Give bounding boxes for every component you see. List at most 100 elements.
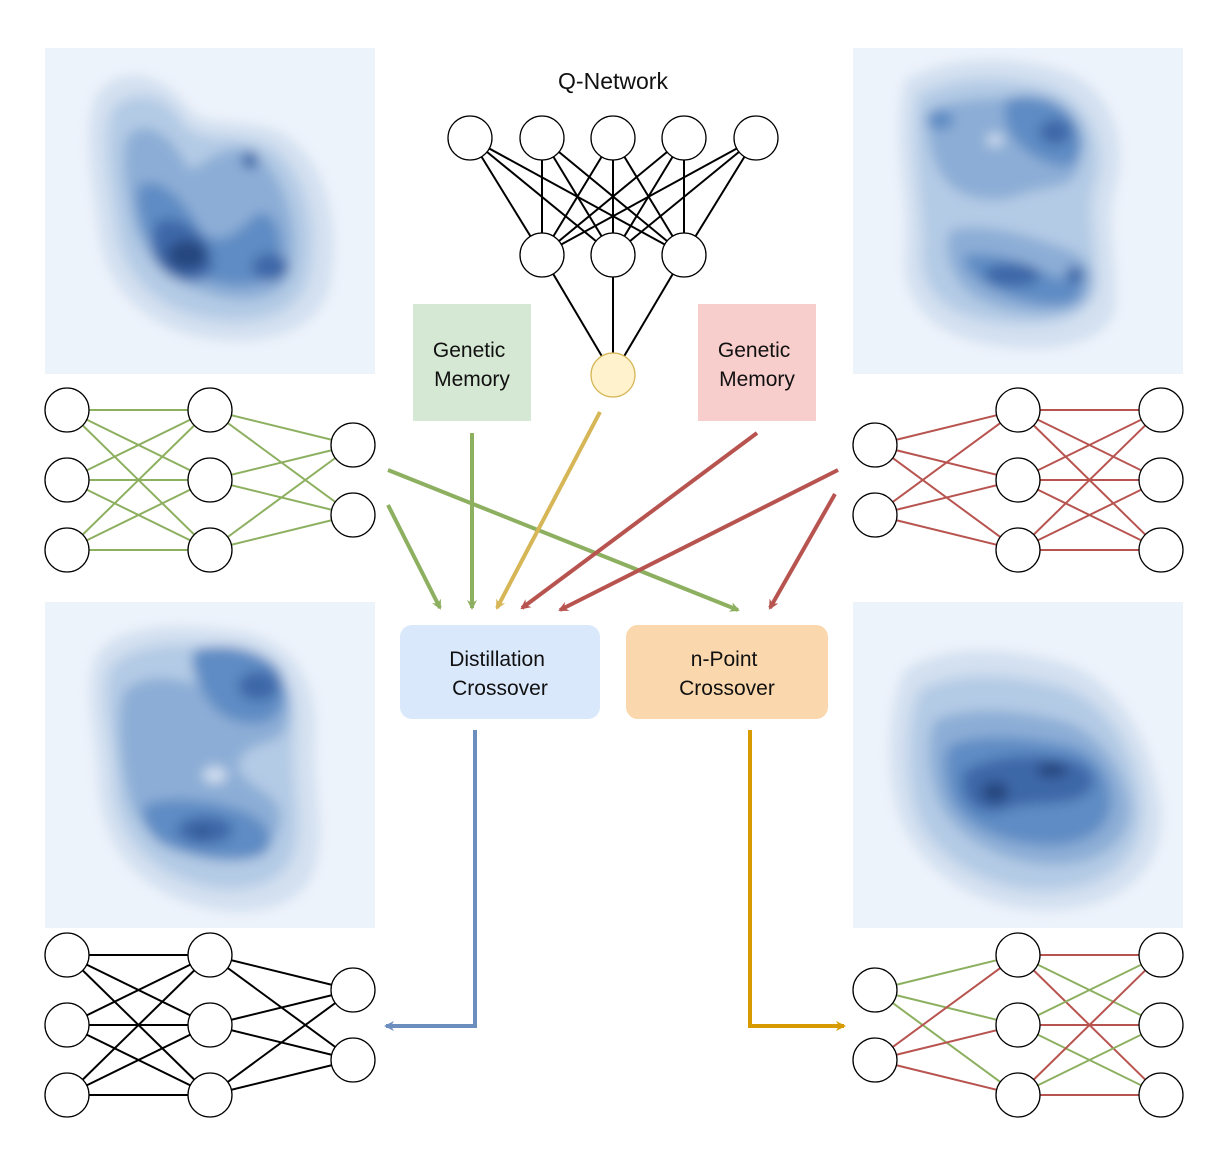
network-edge <box>66 479 211 551</box>
network-edge <box>209 444 354 551</box>
density-plot-bottom-right <box>853 602 1183 928</box>
network-edge <box>66 409 211 551</box>
arrow-genetic-right-to-distillation <box>520 431 759 610</box>
density-plot-bottom-left <box>45 602 375 928</box>
arrow-red-net-to-npoint <box>768 493 837 610</box>
network-edge <box>874 514 1019 551</box>
q-network-node <box>661 115 707 161</box>
network-edge <box>1017 1024 1162 1096</box>
network-edge <box>66 409 211 481</box>
n-point-child-network-node <box>1138 932 1184 978</box>
q-network-node <box>733 115 779 161</box>
red-parent-network-node <box>852 422 898 468</box>
q-network-title: Q-Network <box>558 68 668 94</box>
network-edge <box>209 954 354 991</box>
green-parent-network-node <box>187 457 233 503</box>
red-parent-network-node <box>995 527 1041 573</box>
n-point-child-network-node <box>1138 1002 1184 1048</box>
arrow-npoint-to-child <box>748 730 846 1031</box>
q-network-node <box>590 115 636 161</box>
q-network-node <box>447 115 493 161</box>
arrow-green-net-to-npoint <box>387 468 740 612</box>
network-nodes <box>44 115 1184 1118</box>
arrow-green-net-to-distillation <box>386 504 442 610</box>
density-plot-top-left <box>45 48 375 374</box>
green-parent-network-node <box>187 527 233 573</box>
n-point-child-network-node <box>852 967 898 1013</box>
n-point-crossover-label: n-Point Crossover <box>679 648 775 700</box>
network-edge <box>874 479 1019 516</box>
arrow-qnet-to-distillation <box>495 411 602 610</box>
genetic-memory-left-box: Genetic Memory <box>413 304 531 421</box>
distilled-child-network-node <box>44 1072 90 1118</box>
green-parent-network-node <box>44 457 90 503</box>
green-parent-network-node <box>44 527 90 573</box>
arrows <box>384 411 846 1031</box>
red-parent-network-node <box>1138 387 1184 433</box>
network-edge <box>683 137 757 256</box>
n-point-child-network-node <box>995 1002 1041 1048</box>
n-point-child-network-node <box>1138 1072 1184 1118</box>
green-parent-network-node <box>44 387 90 433</box>
network-edge <box>612 254 685 376</box>
genetic-memory-right-label: Genetic Memory <box>718 339 796 391</box>
distilled-child-network-node <box>187 1002 233 1048</box>
network-edge <box>469 137 543 256</box>
q-network-node <box>590 232 636 278</box>
network-edge <box>541 137 757 256</box>
network-edge <box>66 1024 211 1096</box>
network-edge <box>209 989 354 1096</box>
q-network-node <box>519 115 565 161</box>
distilled-child-network-node <box>187 932 233 978</box>
network-edge <box>874 1059 1019 1096</box>
q-network-output-node <box>590 352 636 398</box>
distillation-crossover-label: Distillation Crossover <box>449 648 551 700</box>
n-point-child-network-node <box>995 932 1041 978</box>
network-edge <box>1017 409 1162 551</box>
distilled-child-network-node <box>187 1072 233 1118</box>
green-parent-network-node <box>330 492 376 538</box>
network-edge <box>1017 954 1162 1096</box>
arrow-red-net-to-distillation <box>558 468 839 612</box>
q-network-node <box>519 232 565 278</box>
network-edge <box>874 954 1019 1061</box>
network-edge <box>874 954 1019 991</box>
network-edge <box>541 137 685 256</box>
n-point-child-network-node <box>852 1037 898 1083</box>
network-edges <box>66 137 1162 1096</box>
network-edge <box>541 254 614 376</box>
red-parent-network-node <box>852 492 898 538</box>
network-edge <box>541 137 614 256</box>
red-parent-network-node <box>1138 457 1184 503</box>
network-edge <box>66 954 211 1026</box>
network-edge <box>874 409 1019 516</box>
distillation-crossover-box: Distillation Crossover <box>400 625 600 719</box>
green-parent-network-node <box>330 422 376 468</box>
network-edge <box>1017 409 1162 481</box>
network-edge <box>209 409 354 446</box>
network-edge <box>209 444 354 481</box>
red-parent-network-node <box>1138 527 1184 573</box>
network-edge <box>612 137 757 256</box>
network-edge <box>209 1059 354 1096</box>
genetic-memory-left-label: Genetic Memory <box>433 339 511 391</box>
green-parent-network-node <box>187 387 233 433</box>
n-point-crossover-box: n-Point Crossover <box>626 625 828 719</box>
network-edge <box>66 954 211 1096</box>
n-point-child-network-node <box>995 1072 1041 1118</box>
network-edge <box>1017 479 1162 551</box>
network-edge <box>874 1024 1019 1061</box>
distilled-child-network-node <box>44 1002 90 1048</box>
red-parent-network-node <box>995 457 1041 503</box>
network-edge <box>209 989 354 1026</box>
network-edge <box>1017 954 1162 1026</box>
q-network-node <box>661 232 707 278</box>
genetic-memory-right-box: Genetic Memory <box>698 304 816 421</box>
density-plot-top-right <box>853 48 1183 374</box>
distilled-child-network-node <box>330 967 376 1013</box>
distilled-child-network-node <box>44 932 90 978</box>
arrow-distillation-to-child <box>384 730 477 1031</box>
distilled-child-network-node <box>330 1037 376 1083</box>
red-parent-network-node <box>995 387 1041 433</box>
